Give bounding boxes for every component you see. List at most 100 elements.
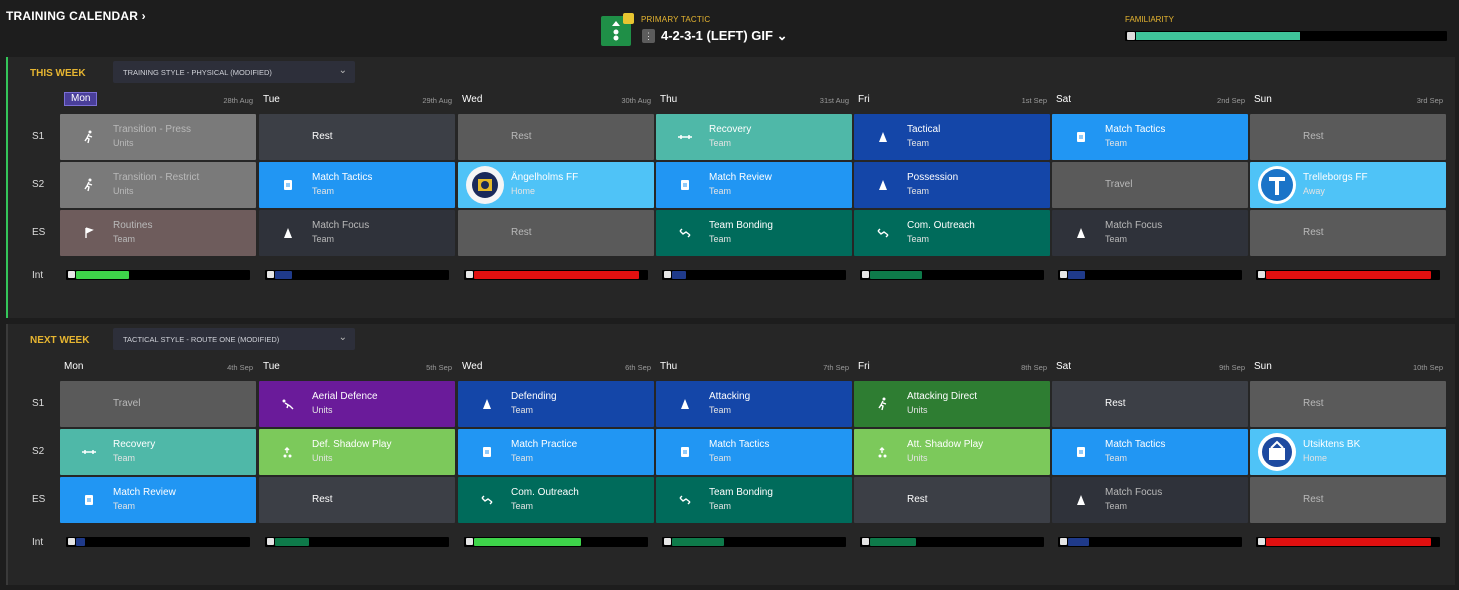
session-cell[interactable]: Tactical Team: [854, 114, 1050, 160]
session-group: Team: [709, 138, 732, 148]
session-cell[interactable]: Match Review Team: [656, 162, 852, 208]
session-cell[interactable]: Att. Shadow Play Units: [854, 429, 1050, 475]
day-name: Wed: [462, 361, 483, 372]
session-cell[interactable]: Rest: [259, 114, 455, 160]
session-cell[interactable]: Match Tactics Team: [1052, 114, 1248, 160]
session-cell[interactable]: Rest: [1052, 381, 1248, 427]
session-name: Rest: [1303, 494, 1324, 505]
day-date: 2nd Sep: [1217, 96, 1245, 105]
session-name: Rest: [312, 494, 333, 505]
session-name: Travel: [1105, 179, 1133, 190]
session-cell[interactable]: Attacking Team: [656, 381, 852, 427]
session-cell[interactable]: Def. Shadow Play Units: [259, 429, 455, 475]
session-name: Routines: [113, 220, 153, 231]
session-cell[interactable]: Team Bonding Team: [656, 210, 852, 256]
day-name: Thu: [660, 94, 678, 105]
session-cell[interactable]: Match Review Team: [60, 477, 256, 523]
running-icon: [876, 397, 890, 411]
clipboard-icon: [281, 178, 295, 192]
session-cell[interactable]: Possession Team: [854, 162, 1050, 208]
tactic-selector[interactable]: 4-2-3-1 (LEFT) GIF ⌄: [661, 28, 787, 44]
session-cell[interactable]: Match Focus Team: [1052, 477, 1248, 523]
session-cell[interactable]: Match Focus Team: [1052, 210, 1248, 256]
day-name: Sat: [1056, 94, 1072, 105]
session-cell[interactable]: Rest: [458, 210, 654, 256]
intensity-icon: [1258, 538, 1265, 545]
session-group: Team: [113, 453, 136, 463]
tactic-formation-icon: [601, 13, 634, 46]
familiarity-icon: [1127, 32, 1135, 40]
session-cell[interactable]: Routines Team: [60, 210, 256, 256]
session-group: Team: [511, 453, 534, 463]
day-name: Tue: [263, 94, 280, 105]
session-name: Recovery: [709, 124, 752, 135]
handshake-icon: [678, 493, 692, 507]
session-name: Possession: [907, 172, 959, 183]
page-title: TRAINING CALENDAR: [6, 9, 139, 23]
session-cell[interactable]: Rest: [458, 114, 654, 160]
day-name: Wed: [462, 94, 483, 105]
session-cell[interactable]: Rest: [259, 477, 455, 523]
training-style-dropdown[interactable]: TRAINING STYLE - PHYSICAL (MODIFIED) ⌄: [113, 61, 355, 83]
session-cell[interactable]: Rest: [854, 477, 1050, 523]
intensity-bar: [1058, 270, 1242, 280]
training-calendar-title[interactable]: TRAINING CALENDAR ›: [6, 9, 146, 23]
session-cell[interactable]: Rest: [1250, 477, 1446, 523]
session-cell[interactable]: Utsiktens BK Home: [1250, 429, 1446, 475]
training-style-dropdown[interactable]: TACTICAL STYLE - ROUTE ONE (MODIFIED) ⌄: [113, 328, 355, 350]
session-name: Match Tactics: [1105, 439, 1166, 450]
session-cell[interactable]: Rest: [1250, 114, 1446, 160]
handshake-icon: [876, 226, 890, 240]
session-cell[interactable]: Trelleborgs FF Away: [1250, 162, 1446, 208]
session-cell[interactable]: Recovery Team: [656, 114, 852, 160]
session-cell[interactable]: Com. Outreach Team: [458, 477, 654, 523]
session-cell[interactable]: Recovery Team: [60, 429, 256, 475]
cone-icon: [480, 397, 494, 411]
session-cell[interactable]: Com. Outreach Team: [854, 210, 1050, 256]
session-cell[interactable]: Aerial Defence Units: [259, 381, 455, 427]
clipboard-icon: [678, 178, 692, 192]
session-group: Team: [1105, 501, 1128, 511]
day-date: 6th Sep: [625, 363, 651, 372]
session-cell[interactable]: Travel: [1052, 162, 1248, 208]
session-group: Team: [907, 186, 930, 196]
session-name: Match Review: [113, 487, 176, 498]
row-label-s1: S1: [32, 398, 45, 409]
intensity-fill: [76, 538, 85, 546]
session-cell[interactable]: Ängelholms FF Home: [458, 162, 654, 208]
session-name: Attacking Direct: [907, 391, 978, 402]
day-date: 8th Sep: [1021, 363, 1047, 372]
session-cell[interactable]: Match Tactics Team: [656, 429, 852, 475]
intensity-bar: [1256, 537, 1440, 547]
session-cell[interactable]: Transition - Press Units: [60, 114, 256, 160]
session-name: Tactical: [907, 124, 941, 135]
familiarity-bar[interactable]: [1125, 31, 1447, 41]
session-cell[interactable]: Match Focus Team: [259, 210, 455, 256]
session-cell[interactable]: Match Tactics Team: [1052, 429, 1248, 475]
session-name: Rest: [312, 131, 333, 142]
session-cell[interactable]: Attacking Direct Units: [854, 381, 1050, 427]
intensity-fill: [672, 271, 686, 279]
angelholm-crest-icon: [465, 165, 505, 205]
session-cell[interactable]: Rest: [1250, 381, 1446, 427]
tactic-name: 4-2-3-1 (LEFT) GIF: [661, 28, 773, 43]
session-name: Recovery: [113, 439, 156, 450]
session-cell[interactable]: Transition - Restrict Units: [60, 162, 256, 208]
day-name: Sun: [1254, 94, 1272, 105]
session-cell[interactable]: Travel: [60, 381, 256, 427]
day-date: 4th Sep: [227, 363, 253, 372]
day-date: 31st Aug: [819, 96, 849, 105]
intensity-bar: [66, 537, 250, 547]
running-icon: [82, 130, 96, 144]
day-name: Mon: [64, 361, 84, 372]
session-cell[interactable]: Match Tactics Team: [259, 162, 455, 208]
day-date: 29th Aug: [422, 96, 452, 105]
session-name: Match Focus: [1105, 487, 1163, 498]
session-group: Team: [709, 234, 732, 244]
session-cell[interactable]: Defending Team: [458, 381, 654, 427]
day-name[interactable]: Mon: [64, 92, 98, 106]
clipboard-icon: [678, 445, 692, 459]
session-cell[interactable]: Team Bonding Team: [656, 477, 852, 523]
session-cell[interactable]: Match Practice Team: [458, 429, 654, 475]
session-cell[interactable]: Rest: [1250, 210, 1446, 256]
